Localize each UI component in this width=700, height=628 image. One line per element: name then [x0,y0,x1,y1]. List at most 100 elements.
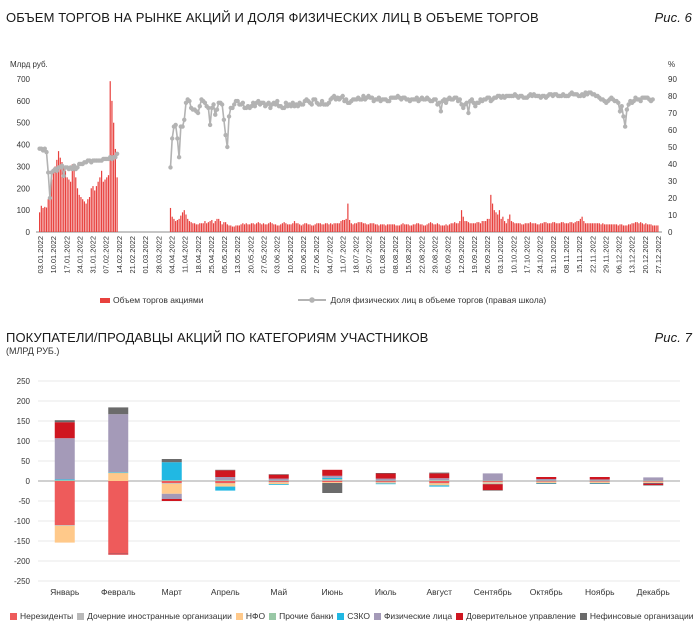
volume-bar [417,223,420,232]
individuals-share-point [486,95,492,100]
volume-bar [261,224,263,232]
x-tick-label: 01.08.2022 [378,236,387,274]
individuals-share-point [454,95,459,100]
volume-bar [343,219,346,232]
individuals-share-point [626,102,631,107]
legend-item-individuals-share: Доля физических лиц в объеме торгов (пра… [298,295,546,305]
volume-bar [249,224,251,232]
x-tick-label: 10.01.2022 [49,236,58,274]
stacked-bar-segment [161,480,182,481]
volume-bar [509,214,511,232]
volume-bar [622,225,625,232]
volume-bar [354,223,356,232]
volume-bar [440,225,442,232]
volume-bar [578,221,580,232]
stacked-bar-segment [268,482,289,485]
legend-swatch [235,612,243,620]
individuals-share-point [464,100,469,105]
volume-bar [590,223,592,232]
volume-bar [467,222,470,232]
volume-bar [173,218,175,232]
y-tick-label: -50 [18,497,30,506]
individuals-share-point [214,107,220,112]
individuals-share-point [168,165,173,170]
individuals-share-point [70,166,75,172]
stacked-bar-segment [161,483,182,484]
volume-bar [612,224,614,232]
stacked-bar-segment [429,483,450,484]
volume-bar [262,223,265,232]
x-category-label: Июль [375,587,397,597]
individuals-share-point [42,146,47,151]
volume-bar [85,203,87,232]
stacked-bar-segment [161,483,182,494]
volume-bar [581,216,583,232]
figure7-label: Рис. 7 [654,330,692,345]
volume-bar [195,224,197,232]
volume-bar [180,215,182,232]
stacked-bar-segment [589,483,610,484]
volume-bar [362,223,364,232]
volume-bar [212,223,215,232]
volume-bar [70,181,72,232]
volume-bar [478,222,480,232]
volume-bar [340,221,342,232]
individuals-share-point [207,122,213,128]
x-tick-label: 05.05.2022 [220,236,229,274]
x-tick-label: 29.11.2022 [601,236,610,273]
stacked-bar-segment [108,472,129,474]
volume-bar [240,224,242,232]
stacked-bar-segment [429,473,450,479]
volume-bar [183,210,185,232]
volume-bar [505,223,507,232]
stacked-bar-segment [589,480,610,482]
stacked-bar-segment [482,490,503,491]
individuals-share-point [457,97,463,102]
individuals-share-point [187,98,192,104]
stacked-bar-segment [643,477,664,481]
stacked-bar-segment [161,462,182,481]
individuals-share-point [442,97,447,102]
volume-bar [564,223,566,232]
legend-swatch [373,612,381,620]
stacked-bar-segment [322,481,343,483]
volume-bar [292,223,294,232]
stacked-bar-segment [482,482,503,484]
individuals-share-point [281,105,287,111]
x-tick-label: 17.10.2022 [523,236,532,274]
volume-bar [536,224,538,232]
individuals-share-point [319,98,325,104]
stacked-bar-segment [54,479,75,481]
volume-bar [323,224,325,232]
volume-bar [336,223,339,232]
stacked-bar-segment [589,477,610,480]
stacked-bar-segment [375,478,396,481]
x-tick-label: 06.12.2022 [615,236,624,274]
individuals-share-point [471,100,476,105]
volume-bar [281,223,284,232]
volume-bar [44,206,46,232]
x-tick-label: 20.05.2022 [246,236,255,274]
volume-bar [552,222,554,232]
volume-bar [597,223,599,232]
volume-bar [411,225,413,232]
volume-bar [646,224,649,232]
legend-label: Доверительное управление [466,611,576,621]
x-tick-label: 11.04.2022 [181,236,190,273]
volume-bar [330,223,332,232]
volume-bar [455,223,457,232]
volume-bar [436,223,439,232]
stacked-bar-segment [482,480,503,482]
volume-bar [545,222,547,232]
legend-label-volume: Объем торгов акциями [113,295,204,305]
individuals-share-point [414,95,419,100]
volume-bar [355,223,358,232]
stacked-bar-segment [215,477,236,481]
legend-label: Нерезиденты [20,611,74,621]
volume-bar [200,223,203,232]
figure6-chart: Млрд руб. % 0 100 200 300 400 500 600 700 0 10 20 30 4… [10,60,677,274]
volume-bar [526,223,528,232]
volume-bar [47,199,49,232]
individuals-share-point [206,105,211,111]
volume-bar [295,223,297,232]
